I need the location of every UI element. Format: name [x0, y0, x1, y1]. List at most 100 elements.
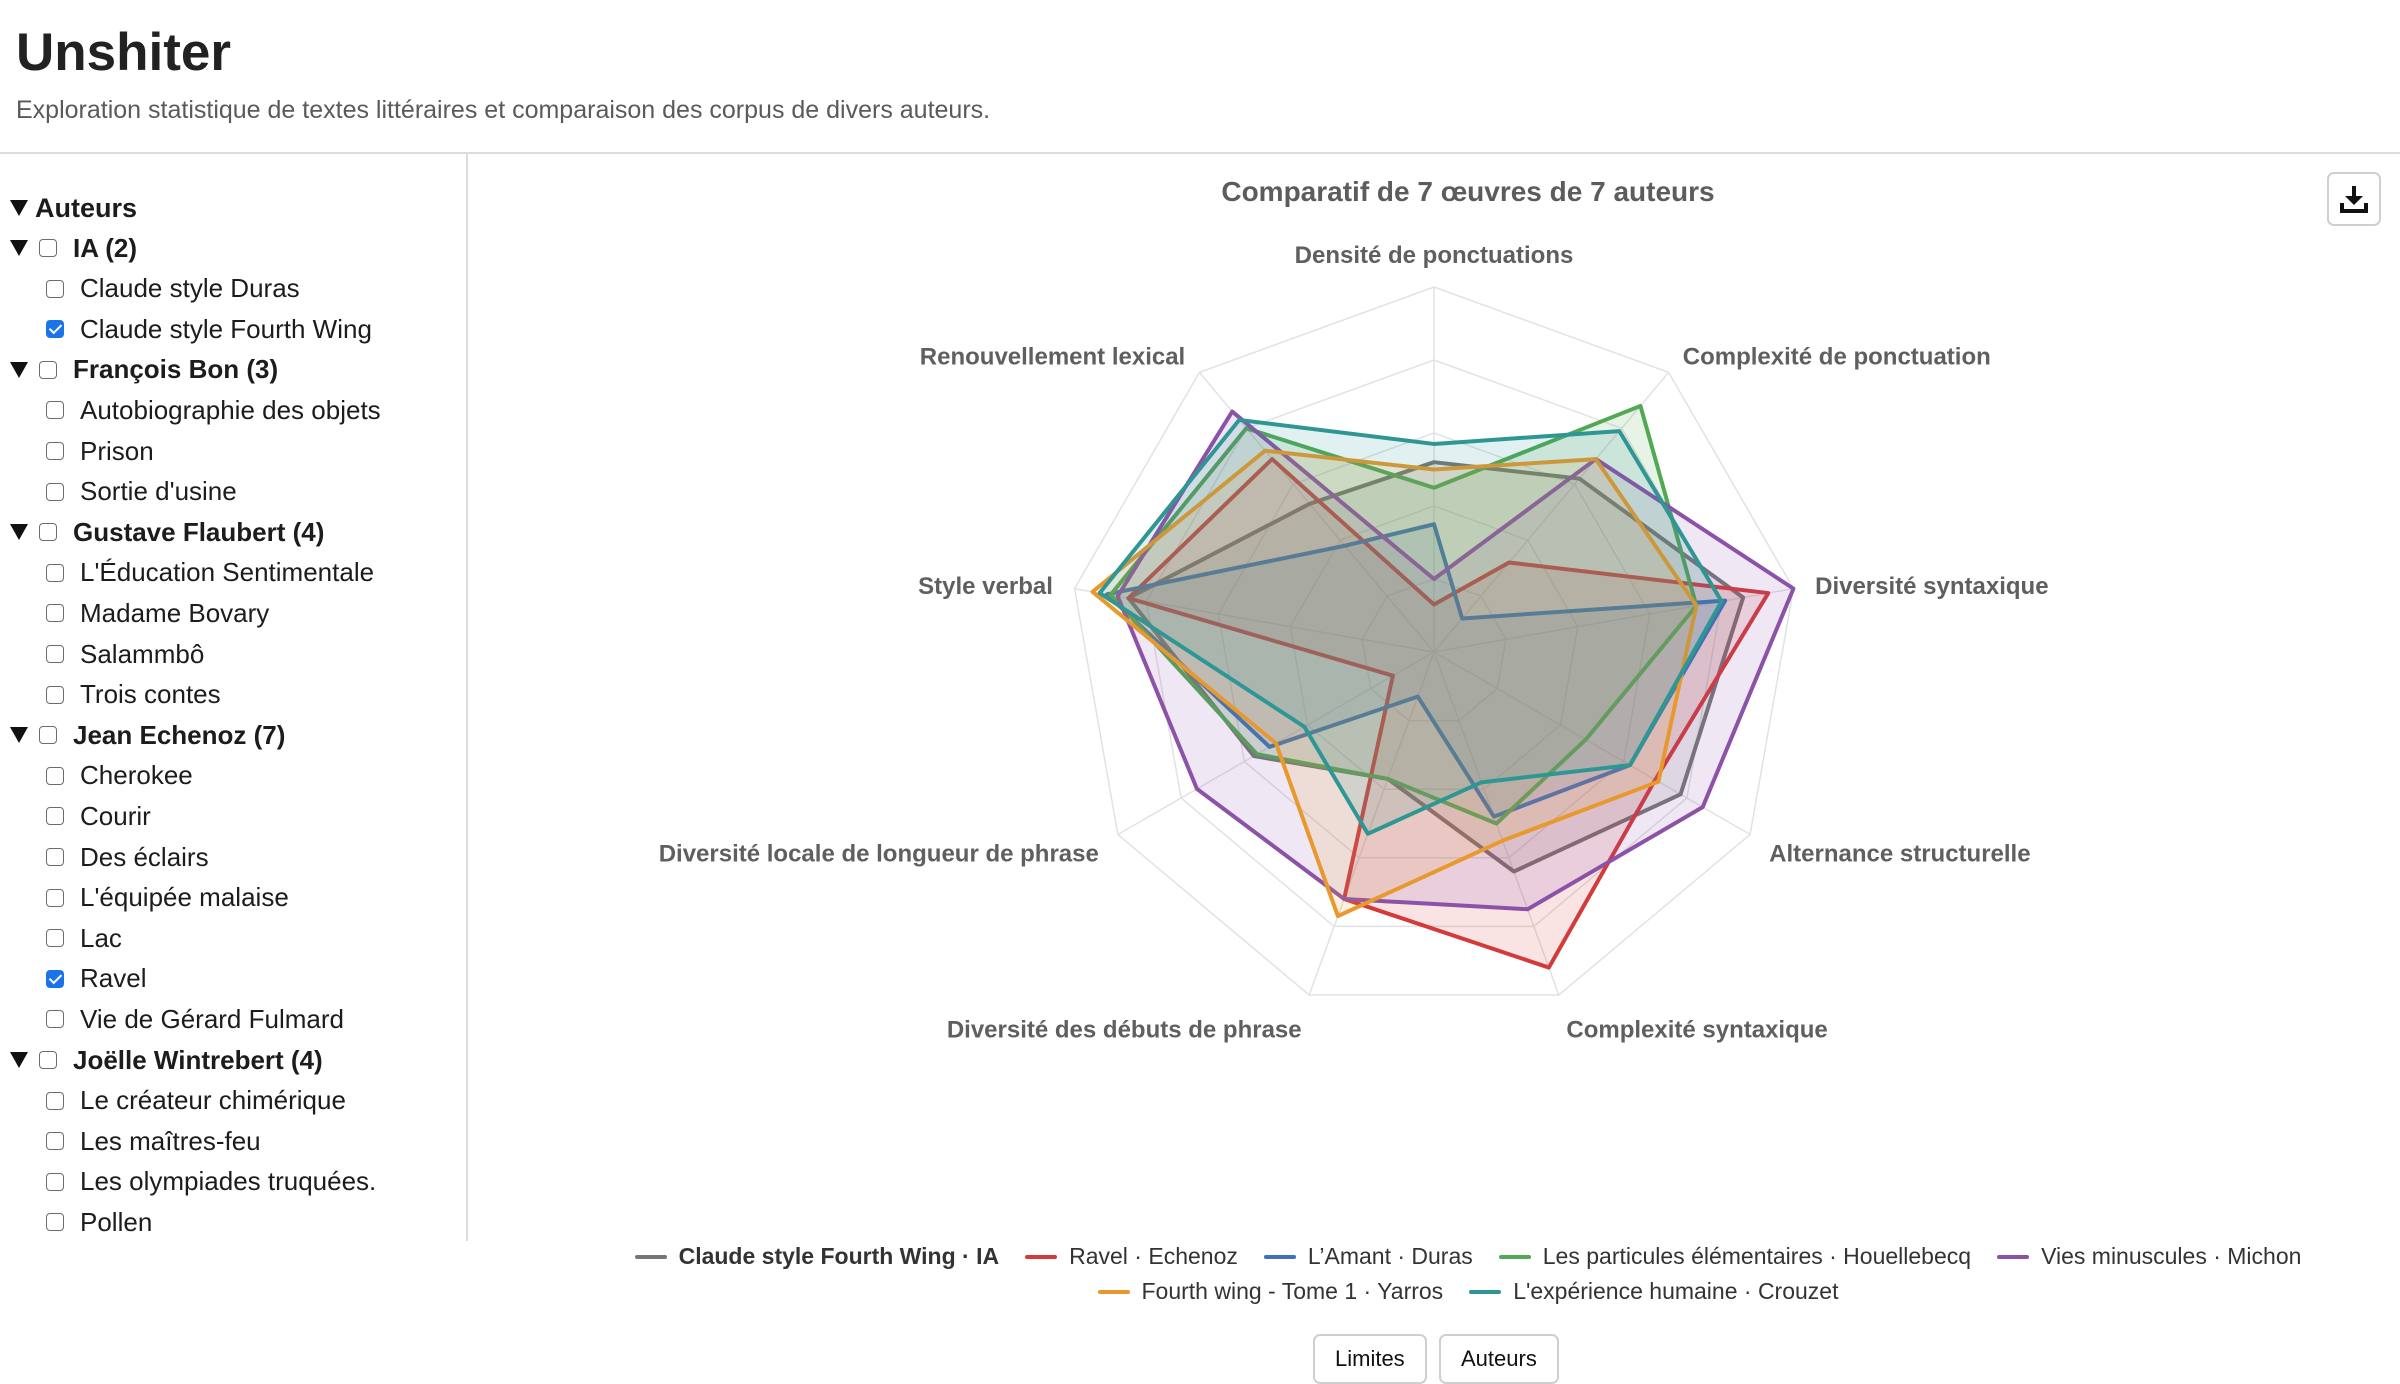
- work-label: Les olympiades truquées.: [80, 1166, 377, 1197]
- work-item[interactable]: Trois contes: [46, 675, 221, 715]
- work-checkbox[interactable]: [46, 645, 64, 663]
- work-label: Cherokee: [80, 760, 193, 791]
- group-label: François Bon (3): [73, 354, 279, 385]
- work-label: Les maîtres-feu: [80, 1125, 261, 1156]
- work-label: Salammbô: [80, 638, 205, 669]
- legend-item[interactable]: Les particules élémentaires · Houellebec…: [1498, 1243, 1971, 1270]
- legend-item[interactable]: Claude style Fourth Wing · IA: [634, 1243, 999, 1270]
- work-checkbox[interactable]: [46, 442, 64, 460]
- work-checkbox[interactable]: [46, 1172, 64, 1191]
- radar-axis-label: Alternance structurelle: [1769, 841, 2030, 868]
- author-group[interactable]: Jean Echenoz (7): [10, 715, 285, 755]
- group-checkbox[interactable]: [39, 239, 57, 257]
- work-checkbox[interactable]: [46, 1010, 64, 1029]
- download-button[interactable]: [2327, 172, 2381, 226]
- app-subtitle: Exploration statistique de textes littér…: [16, 96, 991, 124]
- radar-axis-line: [1433, 371, 1670, 653]
- tree-root-authors[interactable]: Auteurs: [10, 188, 137, 228]
- app-header: Unshiter Exploration statistique de text…: [0, 0, 2400, 154]
- work-item[interactable]: Les maîtres-feu: [46, 1121, 261, 1161]
- work-label: Trois contes: [80, 679, 221, 710]
- work-item[interactable]: Vie de Gérard Fulmard: [46, 999, 344, 1039]
- expand-triangle-icon[interactable]: [10, 200, 28, 216]
- download-icon: [2340, 186, 2368, 213]
- expand-triangle-icon[interactable]: [10, 361, 28, 378]
- work-item[interactable]: Madame Bovary: [46, 593, 269, 633]
- legend-label: Vies minuscules · Michon: [2041, 1243, 2302, 1269]
- work-label: Le créateur chimérique: [80, 1085, 346, 1116]
- author-group[interactable]: Joëlle Wintrebert (4): [10, 1040, 323, 1080]
- expand-triangle-icon[interactable]: [10, 727, 28, 744]
- work-checkbox[interactable]: [46, 604, 64, 623]
- work-item[interactable]: L'équipée malaise: [46, 878, 289, 918]
- radar-axis-label: Diversité locale de longueur de phrase: [659, 841, 1099, 868]
- work-label: Madame Bovary: [80, 597, 270, 628]
- legend-swatch: [1263, 1254, 1296, 1259]
- work-item[interactable]: Claude style Duras: [46, 269, 300, 309]
- legend-swatch: [1498, 1254, 1531, 1259]
- legend-item[interactable]: Vies minuscules · Michon: [1997, 1243, 2301, 1270]
- work-checkbox[interactable]: [46, 969, 64, 988]
- work-item[interactable]: Sortie d'usine: [46, 472, 237, 512]
- expand-triangle-icon[interactable]: [10, 1052, 28, 1068]
- work-checkbox[interactable]: [46, 401, 64, 420]
- group-checkbox[interactable]: [39, 726, 57, 745]
- author-group[interactable]: François Bon (3): [10, 350, 278, 390]
- work-item[interactable]: Les olympiades truquées.: [46, 1162, 376, 1202]
- group-label: Gustave Flaubert (4): [73, 516, 325, 547]
- radar-axis-line: [1433, 587, 1794, 653]
- work-item[interactable]: Claude style Fourth Wing: [46, 309, 372, 349]
- expand-triangle-icon[interactable]: [10, 240, 28, 256]
- work-item[interactable]: Salammbô: [46, 634, 204, 674]
- work-checkbox[interactable]: [46, 929, 64, 948]
- expand-triangle-icon[interactable]: [10, 524, 28, 541]
- work-item[interactable]: Lac: [46, 918, 122, 958]
- group-checkbox[interactable]: [39, 523, 57, 542]
- work-checkbox[interactable]: [46, 1091, 64, 1110]
- work-item[interactable]: Pollen: [46, 1202, 152, 1241]
- work-item[interactable]: Le créateur chimérique: [46, 1081, 346, 1121]
- radar-grid-ring: [1289, 505, 1579, 790]
- legend-label: Ravel · Echenoz: [1069, 1243, 1238, 1269]
- work-item[interactable]: Cherokee: [46, 756, 193, 796]
- work-checkbox[interactable]: [46, 1213, 64, 1232]
- authors-button[interactable]: Auteurs: [1439, 1334, 1559, 1384]
- work-checkbox[interactable]: [46, 482, 64, 501]
- legend-row: Fourth wing - Tome 1 · Yarros L'expérienc…: [468, 1274, 2400, 1309]
- radar-series-polygon: [1097, 417, 1724, 836]
- work-checkbox[interactable]: [46, 685, 64, 704]
- legend-item[interactable]: L'expérience humaine · Crouzet: [1469, 1278, 1838, 1305]
- legend-label: L'expérience humaine · Crouzet: [1513, 1278, 1839, 1304]
- work-checkbox[interactable]: [46, 1132, 64, 1151]
- legend-item[interactable]: L’Amant · Duras: [1263, 1243, 1473, 1270]
- work-checkbox[interactable]: [46, 848, 64, 866]
- tree-root-label: Auteurs: [35, 192, 138, 223]
- work-checkbox[interactable]: [46, 279, 64, 298]
- radar-axis-line: [1308, 651, 1435, 996]
- work-label: Prison: [80, 435, 154, 466]
- group-checkbox[interactable]: [39, 1051, 57, 1069]
- work-item[interactable]: Autobiographie des objets: [46, 390, 381, 430]
- work-checkbox[interactable]: [46, 563, 64, 582]
- work-checkbox[interactable]: [46, 766, 64, 785]
- legend-swatch: [1997, 1254, 2030, 1259]
- radar-series-polygon: [1090, 448, 1699, 919]
- work-checkbox[interactable]: [46, 807, 64, 826]
- work-item[interactable]: Des éclairs: [46, 837, 209, 877]
- work-label: Autobiographie des objets: [80, 394, 381, 425]
- author-group[interactable]: IA (2): [10, 228, 137, 268]
- legend-item[interactable]: Ravel · Echenoz: [1025, 1243, 1238, 1270]
- legend-swatch: [1025, 1254, 1058, 1259]
- work-item[interactable]: Ravel: [46, 959, 146, 999]
- work-item[interactable]: Prison: [46, 431, 154, 471]
- legend-item[interactable]: Fourth wing - Tome 1 · Yarros: [1097, 1278, 1443, 1305]
- work-label: Des éclairs: [80, 841, 209, 872]
- radar-series-polygon: [1104, 522, 1728, 819]
- author-group[interactable]: Gustave Flaubert (4): [10, 512, 324, 552]
- group-checkbox[interactable]: [39, 360, 57, 379]
- limits-button[interactable]: Limites: [1313, 1334, 1427, 1384]
- work-item[interactable]: L'Éducation Sentimentale: [46, 553, 374, 593]
- work-checkbox[interactable]: [46, 888, 64, 907]
- work-item[interactable]: Courir: [46, 796, 151, 836]
- work-checkbox[interactable]: [46, 320, 64, 339]
